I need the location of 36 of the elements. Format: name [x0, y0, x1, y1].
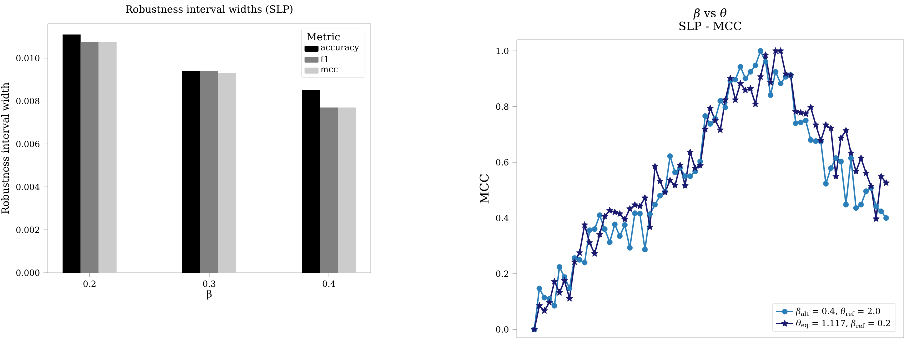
bar — [320, 108, 338, 273]
y-tick-label: 0.008 — [16, 98, 40, 104]
legend-label: θ$_{eq}$ = 1.117, β$_{ref}$ = 0.2 — [796, 320, 890, 329]
legend-label: β$_{alt}$ = 0.4, θ$_{ref}$ = 2.0 — [796, 308, 880, 316]
y-tick-label: 0.002 — [16, 226, 40, 234]
legend-title: Metric — [307, 33, 340, 41]
bar — [98, 42, 117, 273]
bar — [80, 42, 99, 273]
bar — [182, 71, 200, 273]
y-tick-label: 0.8 — [496, 104, 509, 110]
y-tick-label: 0.000 — [16, 270, 40, 276]
y-tick-label: 0.006 — [16, 141, 40, 148]
bar — [62, 34, 81, 273]
y-tick-label: 0.4 — [496, 215, 509, 222]
chart-subtitle: SLP - MCC — [680, 22, 742, 30]
bar — [218, 73, 236, 273]
y-tick-label: 0.004 — [16, 184, 40, 190]
legend-label: f1 — [321, 56, 328, 62]
y-tick-label: 0.6 — [496, 159, 509, 166]
chart-title: Robustness interval widths (SLP) — [126, 5, 293, 14]
y-tick-label: 0.0 — [496, 326, 509, 333]
legend-label: accuracy — [321, 46, 360, 52]
legend-label: mcc — [321, 68, 338, 73]
x-axis-title: β — [207, 290, 212, 300]
y-tick-label: 0.010 — [16, 55, 40, 62]
bar — [200, 71, 218, 273]
bar — [338, 108, 356, 273]
x-tick-label: 0.2 — [84, 280, 96, 288]
bar — [302, 90, 320, 273]
y-axis-title: MCC — [480, 174, 489, 204]
y-axis-title: Robustness interval width — [1, 82, 10, 214]
y-tick-label: 0.2 — [496, 270, 508, 278]
x-tick-label: 0.4 — [322, 280, 336, 288]
y-tick-label: 1.0 — [496, 48, 509, 54]
chart-title: β vs θ — [694, 8, 727, 20]
x-tick-label: 0.3 — [203, 280, 216, 288]
